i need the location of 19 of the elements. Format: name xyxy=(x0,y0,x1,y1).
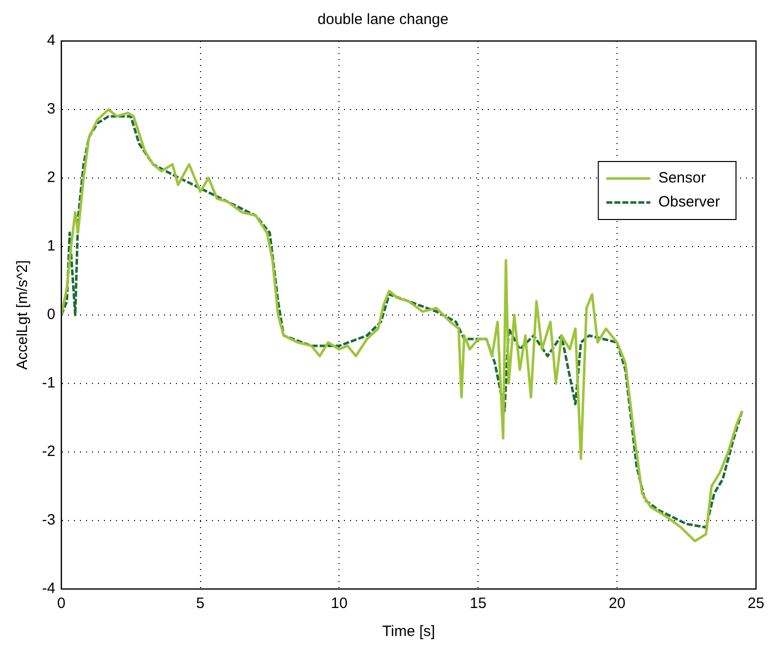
y-tick-label: -4 xyxy=(42,580,56,598)
x-tick-label: 15 xyxy=(470,595,486,612)
y-tick-label: 4 xyxy=(46,32,56,50)
y-axis-title: AccelLgt [m/s^2] xyxy=(14,260,32,370)
y-tick-label: 1 xyxy=(46,238,56,255)
x-tick-label: 20 xyxy=(608,595,626,612)
y-tick-label: -2 xyxy=(42,443,56,460)
x-axis-title: Time [s] xyxy=(382,623,436,640)
y-tick-label: -1 xyxy=(42,374,56,392)
x-tick-label: 10 xyxy=(330,595,348,612)
legend-label: Observer xyxy=(658,194,720,211)
chart-title: double lane change xyxy=(318,11,448,28)
legend-label: Sensor xyxy=(658,170,706,187)
y-tick-label: 3 xyxy=(46,100,56,118)
y-tick-label: -3 xyxy=(42,512,56,529)
y-tick-label: 0 xyxy=(46,306,56,324)
x-tick-label: 5 xyxy=(196,595,204,612)
y-tick-label: 2 xyxy=(46,169,56,186)
x-tick-label: 25 xyxy=(748,595,764,612)
